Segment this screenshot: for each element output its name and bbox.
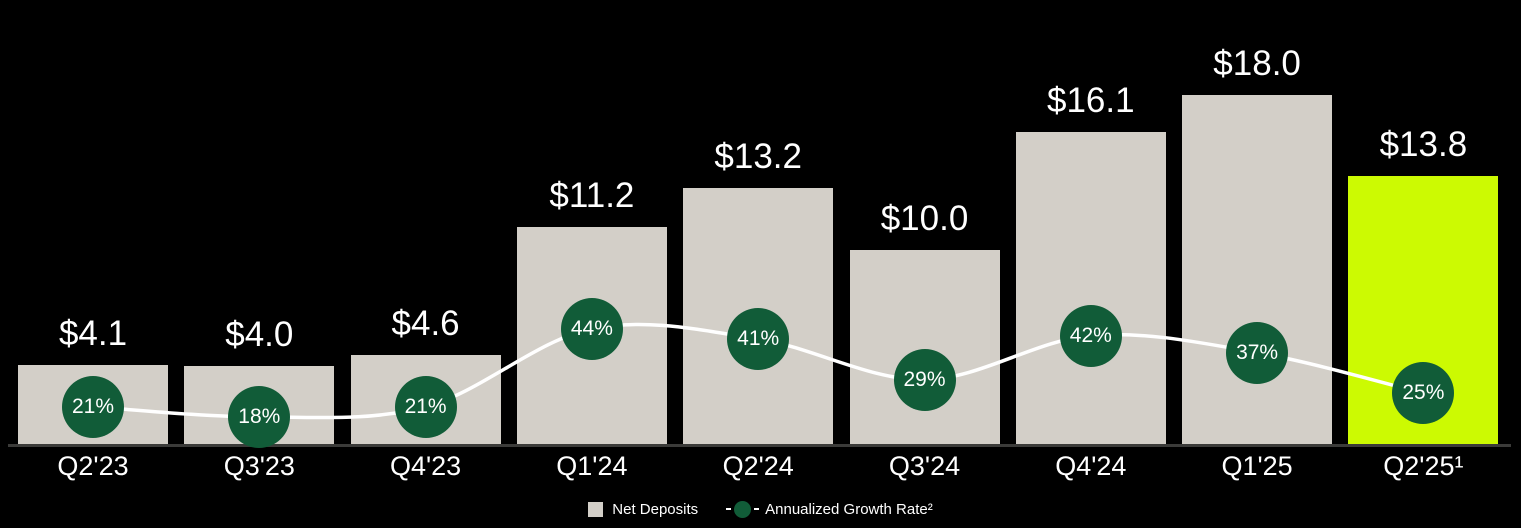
net-deposits-swatch-icon	[588, 501, 604, 517]
category-label: Q3'24	[888, 451, 961, 481]
chart-legend: Net Deposits Annualized Growth Rate²	[0, 497, 1521, 521]
category-label: Q3'23	[223, 451, 295, 481]
growth-rate-marker: 44%	[560, 297, 623, 360]
bar-value-label: $11.2	[549, 175, 635, 215]
category-label: Q2'25¹	[1383, 451, 1464, 481]
growth-rate-marker: 21%	[394, 375, 457, 438]
bar-value-label: $13.8	[1379, 125, 1468, 165]
growth-rate-marker: 29%	[893, 348, 956, 411]
bar-value-label: $13.2	[714, 137, 802, 177]
legend-item-growth-rate: Annualized Growth Rate²	[726, 500, 933, 518]
growth-rate-dot-icon	[734, 500, 752, 518]
dashed-line-icon	[726, 508, 732, 510]
category-label: Q1'25	[1221, 451, 1293, 481]
category-label: Q4'23	[389, 451, 462, 481]
category-label: Q4'24	[1055, 451, 1127, 481]
category-label: Q2'24	[722, 451, 794, 481]
bar-value-label: $10.0	[880, 199, 969, 239]
x-axis-line	[8, 444, 1511, 447]
category-label: Q2'23	[57, 451, 129, 481]
bar-value-label: $16.1	[1047, 80, 1135, 120]
dashed-line-icon	[754, 508, 760, 510]
category-label: Q1'24	[556, 451, 628, 481]
growth-rate-marker: 25%	[1392, 362, 1455, 425]
legend-item-net-deposits: Net Deposits	[588, 501, 698, 518]
growth-rate-legend-label: Annualized Growth Rate²	[765, 500, 933, 518]
net-deposits-legend-label: Net Deposits	[612, 500, 699, 518]
growth-rate-marker: 21%	[62, 375, 124, 438]
growth-rate-marker: 18%	[228, 385, 291, 448]
bar-value-label: $18.0	[1213, 43, 1301, 83]
growth-rate-marker: 37%	[1226, 321, 1289, 384]
growth-rate-marker: 42%	[1059, 304, 1122, 367]
growth-rate-marker: 41%	[727, 308, 790, 370]
